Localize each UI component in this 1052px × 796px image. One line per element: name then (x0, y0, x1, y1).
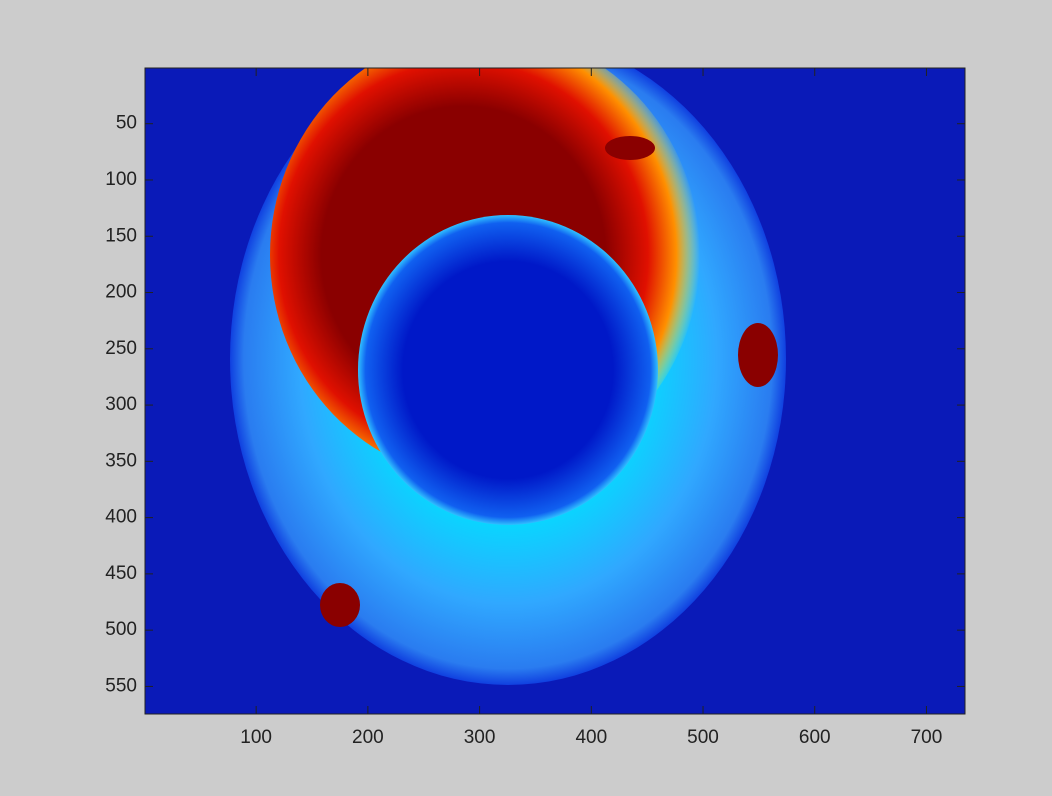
y-tick-label: 100 (105, 169, 137, 190)
image-hole (358, 215, 658, 525)
x-tick-label: 400 (575, 727, 607, 748)
x-tick-label: 700 (911, 727, 943, 748)
y-tick-label: 150 (105, 225, 137, 246)
image-spot (320, 583, 360, 627)
y-tick-label: 550 (105, 675, 137, 696)
image-spot (738, 323, 778, 387)
x-tick-label: 100 (240, 727, 272, 748)
x-tick-label: 300 (464, 727, 496, 748)
x-tick-label: 600 (799, 727, 831, 748)
image (145, 68, 965, 714)
y-tick-label: 400 (105, 507, 137, 528)
axes-box (144, 67, 966, 715)
y-tick-label: 300 (105, 394, 137, 415)
y-tick-label: 50 (116, 113, 137, 134)
y-tick-label: 350 (105, 450, 137, 471)
y-tick-label: 500 (105, 619, 137, 640)
y-tick-label: 200 (105, 282, 137, 303)
image-spot (605, 136, 655, 160)
x-tick-label: 500 (687, 727, 719, 748)
x-tick-label: 200 (352, 727, 384, 748)
y-tick-label: 450 (105, 563, 137, 584)
y-tick-label: 250 (105, 338, 137, 359)
